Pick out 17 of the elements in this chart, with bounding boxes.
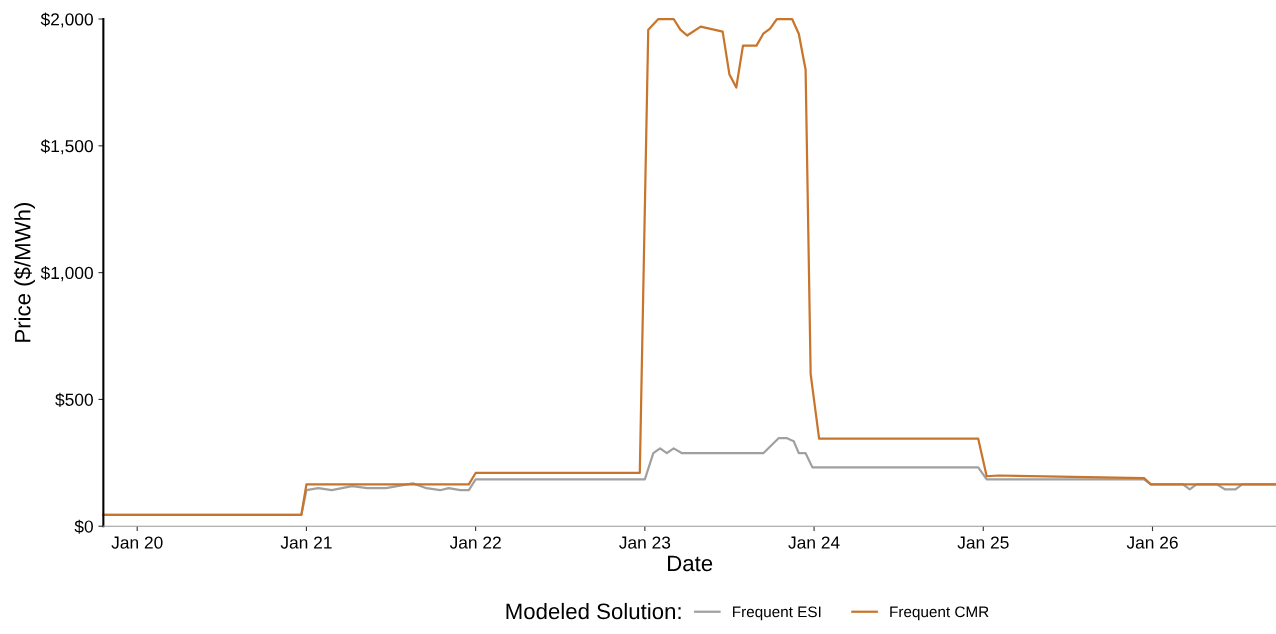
y-tick-label: $2,000 — [40, 12, 93, 28]
legend-label: Frequent CMR — [890, 606, 989, 621]
x-tick-label: Jan 24 — [788, 536, 840, 549]
x-tick-label: Jan 23 — [619, 536, 671, 549]
y-tick-label: $500 — [55, 392, 93, 407]
y-tick-label: $0 — [74, 519, 93, 534]
y-axis-title: Price ($/MWh) — [13, 203, 35, 342]
x-tick-label: Jan 26 — [1126, 536, 1178, 549]
legend-label: Frequent ESI — [733, 606, 821, 621]
x-tick-label: Jan 20 — [111, 536, 163, 549]
y-tick-label: $1,500 — [40, 139, 93, 155]
x-tick-label: Jan 21 — [280, 536, 332, 549]
x-tick-label: Jan 22 — [449, 536, 501, 549]
x-axis-title: Date — [668, 555, 713, 572]
y-tick-label: $1,000 — [40, 266, 93, 282]
x-tick-label: Jan 25 — [957, 536, 1009, 549]
legend-title: Modeled Solution: — [506, 602, 681, 620]
